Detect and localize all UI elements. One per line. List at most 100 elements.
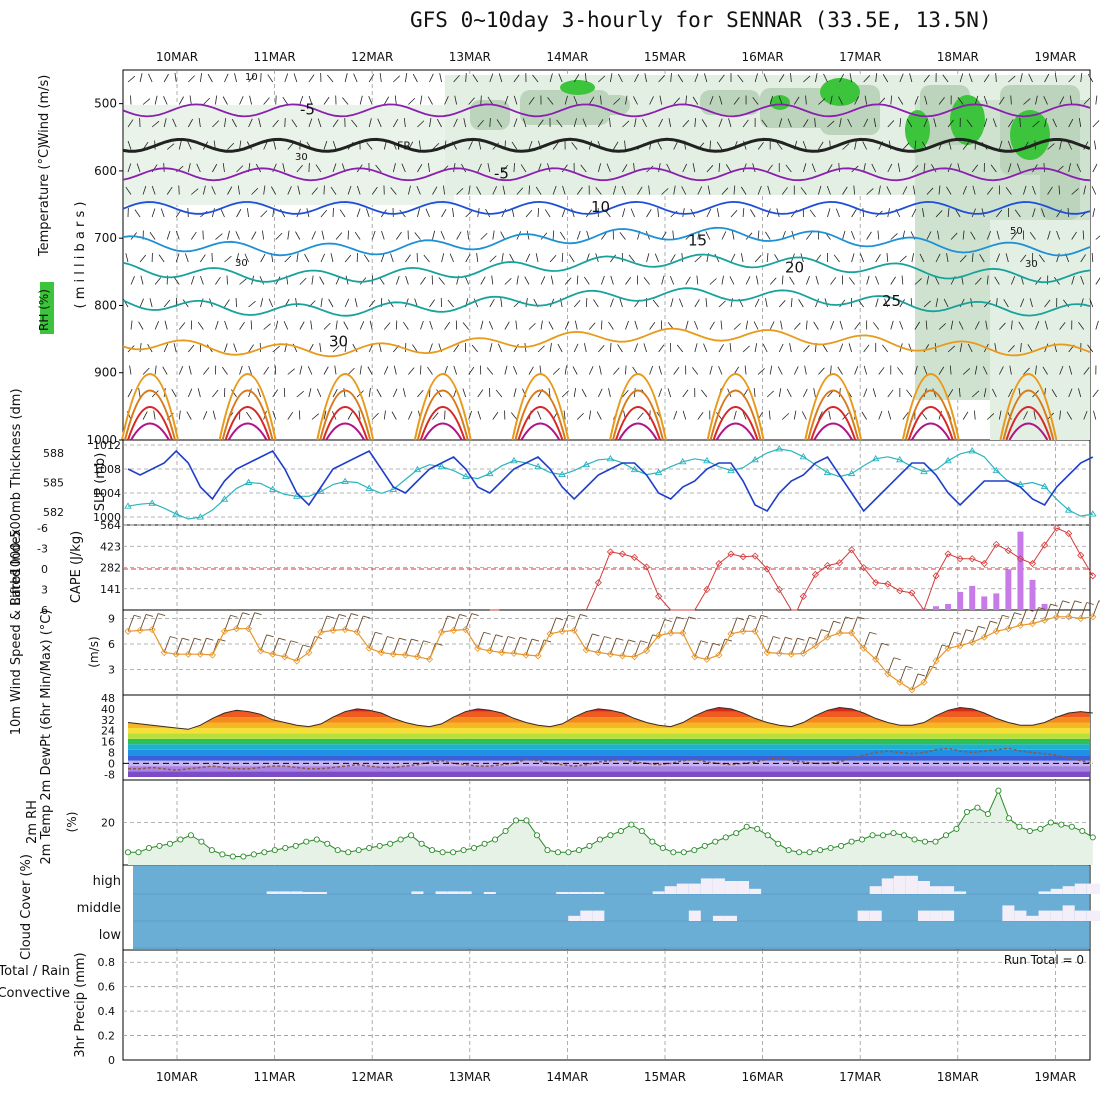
wind-barb xyxy=(287,230,290,240)
temp-band xyxy=(128,738,1090,745)
wind-barb xyxy=(778,118,783,128)
wind-barb xyxy=(432,142,440,150)
li-marker xyxy=(932,572,940,580)
wind-barb xyxy=(224,343,228,353)
li-marker xyxy=(1040,541,1049,549)
wind-barb xyxy=(685,276,691,285)
wind-barb xyxy=(899,666,907,683)
rh2m-marker xyxy=(796,849,803,856)
wind-barb xyxy=(452,208,455,218)
wind-barb xyxy=(962,368,971,375)
wind-barb xyxy=(342,97,349,105)
wind-barb xyxy=(163,636,171,653)
wind-barb xyxy=(622,164,628,173)
wind-barb xyxy=(237,185,240,195)
li-marker xyxy=(1016,555,1025,563)
wind-barb xyxy=(489,299,495,308)
rh2m-marker xyxy=(523,817,530,824)
wind-barb xyxy=(1091,252,1094,263)
thickness-marker xyxy=(751,455,759,463)
wind-barb xyxy=(495,634,503,638)
wind-barb xyxy=(516,187,524,195)
rh2m-marker xyxy=(586,842,593,849)
wind-barb xyxy=(729,276,735,285)
wind-barb xyxy=(231,118,237,128)
wind-barb xyxy=(258,118,262,128)
thickness-marker xyxy=(437,462,446,470)
wind-barb xyxy=(901,275,904,285)
wind-barb xyxy=(866,275,870,285)
bl-contour xyxy=(325,422,366,441)
li-marker xyxy=(643,563,651,571)
wind-speed-marker xyxy=(245,625,253,633)
cloud-bar xyxy=(688,883,701,894)
rh-high xyxy=(560,80,595,95)
wind-barb xyxy=(701,389,708,398)
wind-speed-marker xyxy=(896,678,904,686)
thickness-marker xyxy=(148,499,156,506)
wind-speed-marker xyxy=(606,650,614,658)
wind-barb xyxy=(818,411,823,420)
temp-tick-label: 40 xyxy=(101,703,115,716)
wind-barb xyxy=(552,141,559,150)
rh2m-marker xyxy=(303,838,310,845)
thickness-marker xyxy=(968,447,976,454)
wind-barb xyxy=(1019,117,1021,128)
temp-tick-label: 24 xyxy=(101,725,115,738)
wind-barb xyxy=(890,95,893,105)
wind-barb xyxy=(423,640,431,644)
rh-legend-bar xyxy=(40,282,54,334)
wind-barb xyxy=(1014,612,1022,616)
wind-barb xyxy=(133,614,142,618)
rh2m-marker xyxy=(596,836,603,843)
wind-barb xyxy=(311,231,316,240)
li-marker xyxy=(727,550,735,558)
bl-contour xyxy=(706,373,765,441)
wind-barb xyxy=(923,163,926,173)
wind-barb xyxy=(610,73,613,83)
wind-barb xyxy=(597,388,603,398)
wind-barb xyxy=(742,345,750,353)
wind-barb xyxy=(425,208,430,218)
wind-barb xyxy=(235,231,240,240)
wind-barb xyxy=(436,389,442,398)
wind-barb xyxy=(921,412,928,420)
wind-barb xyxy=(468,185,471,195)
wind-barb xyxy=(882,344,889,353)
wind-barb xyxy=(528,322,536,330)
wind-barb xyxy=(393,75,401,83)
wind-barb xyxy=(815,275,819,285)
wind-barb xyxy=(198,118,201,128)
wind-barb xyxy=(139,614,147,631)
wind-barb xyxy=(1044,118,1047,128)
wind-barb xyxy=(875,254,881,263)
wind-barb xyxy=(525,638,533,656)
wind-barb xyxy=(873,118,877,128)
wind-barb xyxy=(995,253,1001,263)
wind-barb xyxy=(573,343,579,353)
wind-barb xyxy=(519,636,528,640)
wind-barb xyxy=(893,657,901,661)
wind-tick-label: 3 xyxy=(108,664,115,677)
wind-barb xyxy=(824,298,828,308)
wind-barb xyxy=(646,209,652,218)
wind-barb xyxy=(1014,209,1021,218)
wind-barb xyxy=(320,298,323,308)
rh-tick-label: 20 xyxy=(101,817,115,830)
wind-barb xyxy=(449,253,454,263)
wind-barb xyxy=(1027,344,1033,353)
wind-barb xyxy=(709,140,712,150)
wind-barb xyxy=(625,320,629,330)
axis-label-cloud: Cloud Cover (%) xyxy=(19,854,34,960)
bl-contour xyxy=(712,406,759,441)
axis-label-rh-unit: (%) xyxy=(65,812,79,833)
wind-barb xyxy=(613,141,619,150)
wind-barb xyxy=(694,343,698,353)
wind-barb xyxy=(725,164,732,173)
wind-barb xyxy=(477,163,482,173)
wind-barb xyxy=(682,389,689,398)
wind-barb xyxy=(573,118,577,128)
li-line xyxy=(718,553,732,564)
wind-barb xyxy=(1023,411,1028,420)
wind-barb xyxy=(682,120,690,128)
